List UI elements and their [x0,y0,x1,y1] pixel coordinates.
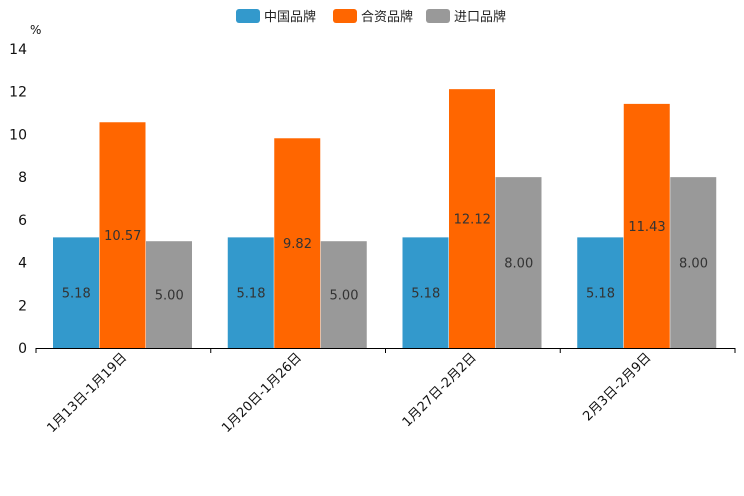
legend-label: 中国品牌 [264,9,316,25]
bar-2-3 [449,89,495,348]
legend-swatch-1 [236,9,260,23]
bar-2-4 [623,103,670,349]
data-label: 9.82 [283,237,312,252]
bar-1-2 [227,237,274,348]
y-tick-label: 14 [9,42,27,58]
bar-3-4 [670,177,717,348]
y-tick-label: 4 [18,256,27,272]
x-tick-label: 1月27日-2月2日 [400,350,480,430]
data-label: 5.18 [411,287,440,302]
data-label: 5.00 [330,289,359,304]
data-labels: 5.18 10.57 5.00 5.18 9.82 5.00 5.18 12.12 8.00 5.… [62,213,708,304]
y-tick-label: 6 [18,213,27,229]
bar-3-2 [320,241,367,348]
data-label: 5.18 [237,287,266,302]
legend-swatch-3 [426,9,450,23]
legend: 中国品牌 合资品牌 进口品牌 [236,9,506,25]
data-label: 5.00 [155,289,184,304]
bar-3-1 [146,241,192,348]
data-label: 5.18 [62,287,91,302]
bar-2-1 [99,122,146,348]
x-tick-label: 1月20日-1月26日 [219,350,305,436]
x-tick-label: 1月13日-1月19日 [44,350,130,436]
legend-swatch-2 [333,9,357,23]
data-label: 11.43 [628,220,665,235]
data-label: 8.00 [679,257,708,272]
y-tick-label: 0 [18,341,27,357]
y-tick-label: 2 [18,298,27,314]
bar-1-3 [402,237,449,348]
bar-1-1 [53,237,99,348]
legend-label: 进口品牌 [454,9,506,25]
y-tick-label: 8 [18,170,27,186]
legend-label: 合资品牌 [361,9,413,25]
bars [53,89,717,349]
bar-2-2 [274,138,321,348]
data-label: 5.18 [586,287,615,302]
y-axis: 0 2 4 6 8 10 12 14 [9,42,27,357]
data-label: 10.57 [104,229,141,244]
bar-1-4 [577,237,624,348]
x-axis: 1月13日-1月19日 1月20日-1月26日 1月27日-2月2日 2月3日-2月9… [35,348,736,436]
y-tick-label: 10 [9,127,27,143]
y-axis-unit: % [30,23,41,37]
x-tick-label: 2月3日-2月9日 [580,350,654,424]
data-label: 8.00 [504,257,533,272]
data-label: 12.12 [454,213,491,228]
y-tick-label: 12 [9,85,27,101]
bar-3-3 [495,177,542,348]
